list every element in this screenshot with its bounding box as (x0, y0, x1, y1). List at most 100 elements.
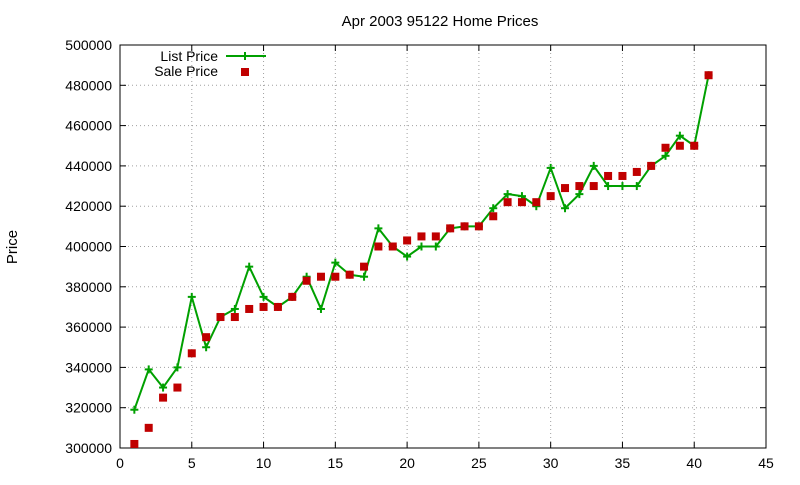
axes: 0 5 10 15 20 25 30 35 40 45 300000 320000 340000 3600… (65, 37, 774, 471)
list-price-point (374, 224, 383, 233)
legend-item-list-price: List Price (160, 48, 266, 64)
data-series (130, 71, 713, 448)
list-price-point (331, 258, 340, 267)
sale-price-point (360, 262, 369, 271)
sale-price-point (446, 224, 455, 233)
sale-price-point (431, 232, 440, 241)
list-price-point (589, 161, 598, 170)
sale-price-point (130, 439, 139, 448)
list-price-point (144, 365, 153, 374)
y-tick-label: 360000 (65, 319, 112, 335)
chart-title: Apr 2003 95122 Home Prices (342, 13, 539, 30)
sale-price-point (202, 333, 211, 342)
sale-price-point (690, 141, 699, 150)
legend-label: List Price (160, 48, 218, 64)
sale-price-point (273, 302, 282, 311)
x-tick-label: 5 (188, 455, 196, 471)
list-price-point (503, 190, 512, 199)
x-tick-label: 20 (399, 455, 415, 471)
legend-swatch-marker (241, 52, 249, 60)
list-price-point (604, 182, 613, 191)
legend-label: Sale Price (154, 63, 218, 79)
y-tick-label: 400000 (65, 239, 112, 255)
list-price-point (230, 304, 239, 313)
list-price-series (130, 71, 713, 414)
x-tick-label: 25 (471, 455, 487, 471)
sale-price-series (130, 71, 713, 448)
sale-price-point (345, 270, 354, 279)
x-tick-label: 15 (328, 455, 344, 471)
sale-price-point (546, 192, 555, 201)
x-tick-label: 10 (256, 455, 272, 471)
sale-price-point (173, 383, 182, 392)
y-tick-label: 320000 (65, 400, 112, 416)
list-price-point (561, 204, 570, 213)
y-tick-label: 340000 (65, 359, 112, 375)
sale-price-point (575, 182, 584, 191)
list-price-point (431, 242, 440, 251)
y-tick-label: 420000 (65, 198, 112, 214)
list-price-point (417, 242, 426, 251)
list-price-point (130, 405, 139, 414)
legend-swatch-marker (241, 68, 249, 76)
y-tick-label: 300000 (65, 440, 112, 456)
list-price-point (403, 252, 412, 261)
sale-price-point (259, 302, 268, 311)
sale-price-point (675, 141, 684, 150)
sale-price-point (589, 182, 598, 191)
list-price-point (360, 272, 369, 281)
grid-lines (120, 45, 766, 448)
sale-price-point (374, 242, 383, 251)
y-tick-label: 380000 (65, 279, 112, 295)
x-tick-label: 30 (543, 455, 559, 471)
list-price-point (187, 292, 196, 301)
sale-price-point (388, 242, 397, 251)
sale-price-point (460, 222, 469, 231)
sale-price-point (417, 232, 426, 241)
x-tick-label: 40 (686, 455, 702, 471)
sale-price-point (604, 171, 613, 180)
sale-price-point (187, 349, 196, 358)
list-price-point (675, 131, 684, 140)
list-price-point (245, 262, 254, 271)
list-price-point (575, 190, 584, 199)
list-price-point (259, 292, 268, 301)
sale-price-point (517, 198, 526, 207)
list-price-point (202, 343, 211, 352)
legend-item-sale-price: Sale Price (154, 63, 249, 79)
y-tick-label: 500000 (65, 37, 112, 53)
list-price-point (316, 304, 325, 313)
list-price-point (173, 363, 182, 372)
list-price-point (632, 182, 641, 191)
x-tick-label: 35 (615, 455, 631, 471)
list-price-point (489, 204, 498, 213)
sale-price-point (288, 292, 297, 301)
sale-price-point (704, 71, 713, 80)
sale-price-point (159, 393, 168, 402)
sale-price-point (489, 212, 498, 221)
sale-price-point (230, 313, 239, 322)
y-tick-label: 480000 (65, 77, 112, 93)
y-tick-label: 440000 (65, 158, 112, 174)
sale-price-point (316, 272, 325, 281)
list-price-point (618, 182, 627, 191)
sale-price-point (245, 304, 254, 313)
sale-price-point (661, 143, 670, 152)
sale-price-point (216, 313, 225, 322)
y-axis-label: Price (4, 230, 21, 264)
list-price-point (661, 151, 670, 160)
sale-price-point (403, 236, 412, 245)
sale-price-point (474, 222, 483, 231)
sale-price-point (632, 167, 641, 176)
sale-price-point (561, 184, 570, 193)
x-tick-label: 45 (758, 455, 774, 471)
x-tick-label: 0 (116, 455, 124, 471)
list-price-point (546, 163, 555, 172)
list-price-point (159, 383, 168, 392)
sale-price-point (144, 423, 153, 432)
y-tick-label: 460000 (65, 118, 112, 134)
sale-price-point (503, 198, 512, 207)
